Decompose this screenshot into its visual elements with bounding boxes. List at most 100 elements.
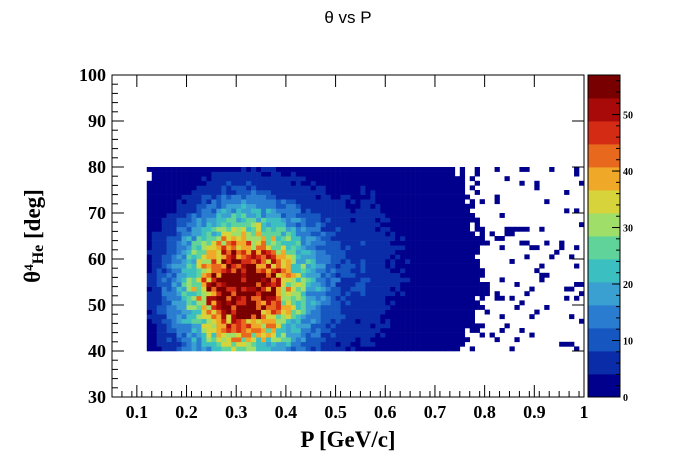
heatmap-cell (494, 167, 500, 172)
heatmap-cell (161, 213, 167, 218)
heatmap-cell (425, 328, 431, 333)
heatmap-cell (320, 346, 326, 352)
heatmap-cell (211, 213, 217, 218)
heatmap-cell (310, 277, 317, 283)
heatmap-cell (405, 231, 411, 237)
heatmap-cell (191, 268, 197, 274)
heatmap-cell (151, 291, 158, 297)
heatmap-cell (439, 222, 446, 228)
heatmap-cell (280, 236, 287, 241)
heatmap-cell (251, 180, 257, 186)
heatmap-cell (340, 268, 346, 274)
heatmap-cell (405, 213, 411, 218)
heatmap-cell (340, 231, 346, 237)
heatmap-cell (474, 180, 480, 186)
heatmap-cell (350, 259, 356, 264)
heatmap-cell (494, 194, 500, 200)
heatmap-cell (355, 341, 361, 347)
heatmap-cell (246, 277, 252, 283)
heatmap-cell (479, 323, 485, 329)
heatmap-cell (146, 309, 153, 315)
heatmap-cell (246, 259, 252, 264)
heatmap-cell (295, 203, 302, 209)
heatmap-cell (444, 323, 451, 329)
heatmap-cell (270, 268, 277, 274)
heatmap-cell (186, 176, 192, 182)
heatmap-cell (380, 231, 386, 237)
heatmap-cell (454, 314, 461, 320)
heatmap-cell (335, 337, 341, 343)
heatmap-cell (330, 305, 336, 310)
heatmap-cell (151, 180, 158, 186)
heatmap-cell (350, 249, 356, 255)
heatmap-cell (261, 277, 267, 283)
heatmap-cell (335, 194, 341, 200)
heatmap-cell (261, 305, 267, 310)
heatmap-cell (459, 291, 466, 297)
heatmap-cell (300, 314, 307, 320)
heatmap-cell (464, 194, 471, 200)
heatmap-cell (270, 171, 277, 177)
heatmap-cell (350, 346, 356, 352)
heatmap-cell (295, 199, 302, 205)
heatmap-cell (390, 167, 396, 172)
heatmap-cell (161, 254, 167, 260)
heatmap-cell (340, 249, 346, 255)
heatmap-cell (365, 291, 371, 297)
heatmap-cell (156, 337, 162, 343)
heatmap-cell (380, 263, 386, 269)
heatmap-cell (206, 254, 212, 260)
heatmap-cell (266, 337, 272, 343)
heatmap-cell (444, 226, 451, 232)
heatmap-cell (161, 263, 167, 269)
heatmap-cell (444, 259, 451, 264)
heatmap-cell (365, 272, 371, 278)
heatmap-cell (166, 332, 172, 338)
heatmap-cell (459, 309, 466, 315)
heatmap-cell (385, 318, 391, 324)
heatmap-cell (266, 277, 272, 283)
heatmap-cell (454, 190, 461, 195)
heatmap-cell (216, 222, 222, 228)
heatmap-cell (241, 240, 247, 246)
heatmap-cell (360, 236, 366, 241)
heatmap-cell (171, 341, 177, 347)
heatmap-cell (216, 185, 222, 191)
heatmap-cell (295, 346, 302, 352)
heatmap-cell (241, 300, 247, 306)
heatmap-cell (434, 226, 441, 232)
heatmap-cell (206, 171, 212, 177)
heatmap-cell (156, 236, 162, 241)
heatmap-cell (226, 194, 232, 200)
heatmap-cell (146, 291, 153, 297)
heatmap-cell (216, 176, 222, 182)
heatmap-cell (166, 203, 172, 209)
heatmap-cell (400, 286, 406, 292)
heatmap-cell (454, 203, 461, 209)
heatmap-cell (454, 199, 461, 205)
heatmap-cell (459, 222, 466, 228)
heatmap-cell (425, 236, 431, 241)
heatmap-cell (494, 337, 500, 343)
heatmap-cell (444, 222, 451, 228)
heatmap-cell (171, 254, 177, 260)
heatmap-cell (420, 199, 426, 205)
heatmap-cell (280, 208, 287, 214)
heatmap-cell (449, 305, 456, 310)
heatmap-cell (216, 295, 222, 301)
heatmap-cell (380, 190, 386, 195)
heatmap-cell (365, 249, 371, 255)
heatmap-cell (176, 268, 182, 274)
heatmap-cell (201, 167, 207, 172)
heatmap-cell (231, 208, 237, 214)
heatmap-cell (499, 328, 505, 333)
heatmap-cell (345, 346, 351, 352)
heatmap-cell (201, 305, 207, 310)
heatmap-cell (275, 305, 282, 310)
heatmap-cell (231, 300, 237, 306)
heatmap-cell (474, 167, 480, 172)
heatmap-cell (474, 286, 480, 292)
heatmap-cell (315, 236, 321, 241)
heatmap-cell (370, 286, 376, 292)
heatmap-cell (479, 332, 485, 338)
